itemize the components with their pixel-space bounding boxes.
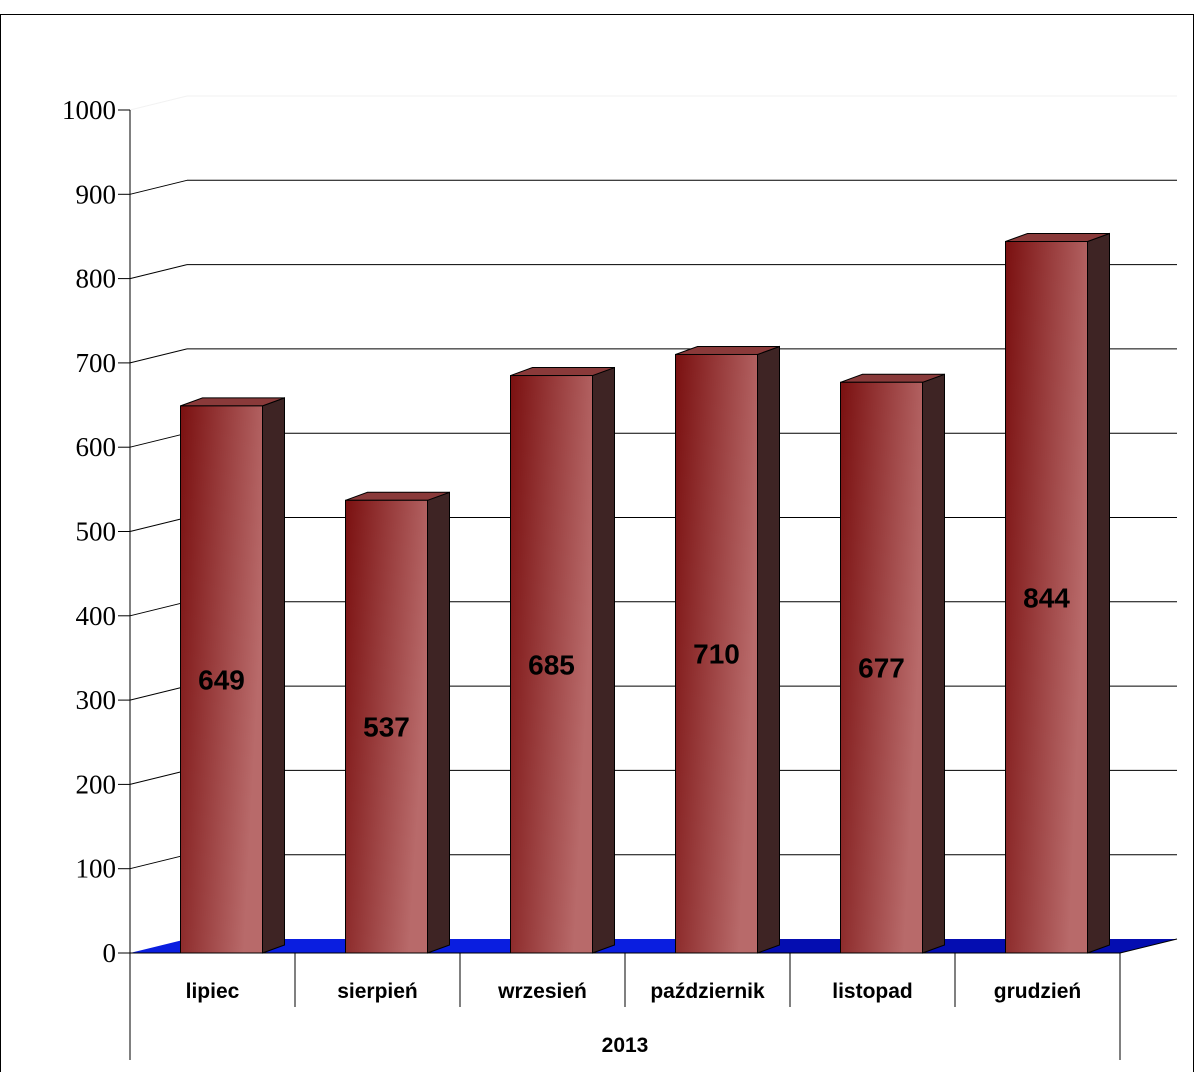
chart-floor-shade	[760, 939, 1177, 953]
bar-side	[592, 366, 615, 954]
bar-front	[180, 405, 263, 954]
bar	[345, 491, 450, 954]
x-category-label: wrzesień	[497, 980, 587, 1003]
y-tick-label: 200	[76, 769, 117, 799]
data-label: 710	[693, 639, 740, 670]
gridline-diagonal	[129, 769, 188, 785]
x-category-label: lipiec	[186, 980, 240, 1003]
gridline-diagonal	[129, 95, 188, 111]
bar	[840, 373, 945, 954]
x-group-label: 2013	[602, 1034, 649, 1057]
bar	[180, 397, 285, 954]
data-label: 844	[1023, 582, 1070, 613]
bar-front	[345, 499, 428, 954]
data-label: 685	[528, 649, 575, 680]
bar-side	[922, 373, 945, 954]
bar-side	[262, 397, 285, 954]
bar-front	[840, 381, 923, 954]
gridline-diagonal	[129, 348, 188, 364]
gridline-diagonal	[129, 601, 188, 617]
bar-front	[1005, 241, 1088, 954]
bar-side	[1087, 232, 1110, 954]
bar-side	[757, 345, 780, 954]
bar-front	[675, 353, 758, 954]
y-tick-label: 600	[76, 432, 117, 462]
x-category-label: sierpień	[337, 980, 418, 1003]
x-category-label: grudzień	[994, 980, 1082, 1003]
y-tick-label: 400	[76, 601, 117, 631]
y-tick-label: 100	[76, 854, 117, 884]
chart-frame	[0, 14, 1194, 1072]
y-tick-label: 0	[103, 938, 117, 968]
y-tick-label: 300	[76, 685, 117, 715]
gridline-diagonal	[129, 264, 188, 280]
y-tick-label: 500	[76, 517, 117, 547]
gridline-diagonal	[129, 685, 188, 701]
x-category-label: październik	[650, 980, 765, 1003]
bar	[1005, 232, 1110, 954]
bar	[510, 366, 615, 954]
gridline-diagonal	[129, 517, 188, 532]
bar-side	[427, 491, 450, 954]
data-label: 537	[363, 712, 410, 743]
y-tick-label: 900	[76, 179, 117, 209]
bar-front	[510, 375, 593, 954]
data-label: 649	[198, 664, 245, 695]
x-axis-depth	[1119, 938, 1178, 954]
y-tick-label: 700	[76, 348, 117, 378]
gridline-diagonal	[129, 179, 188, 195]
y-tick-label: 1000	[62, 95, 116, 125]
y-tick-label: 800	[76, 264, 117, 294]
data-label: 677	[858, 653, 905, 684]
gridline-diagonal	[129, 432, 188, 448]
gridline-diagonal	[129, 854, 188, 870]
x-category-label: listopad	[832, 980, 913, 1003]
bar	[675, 345, 780, 954]
